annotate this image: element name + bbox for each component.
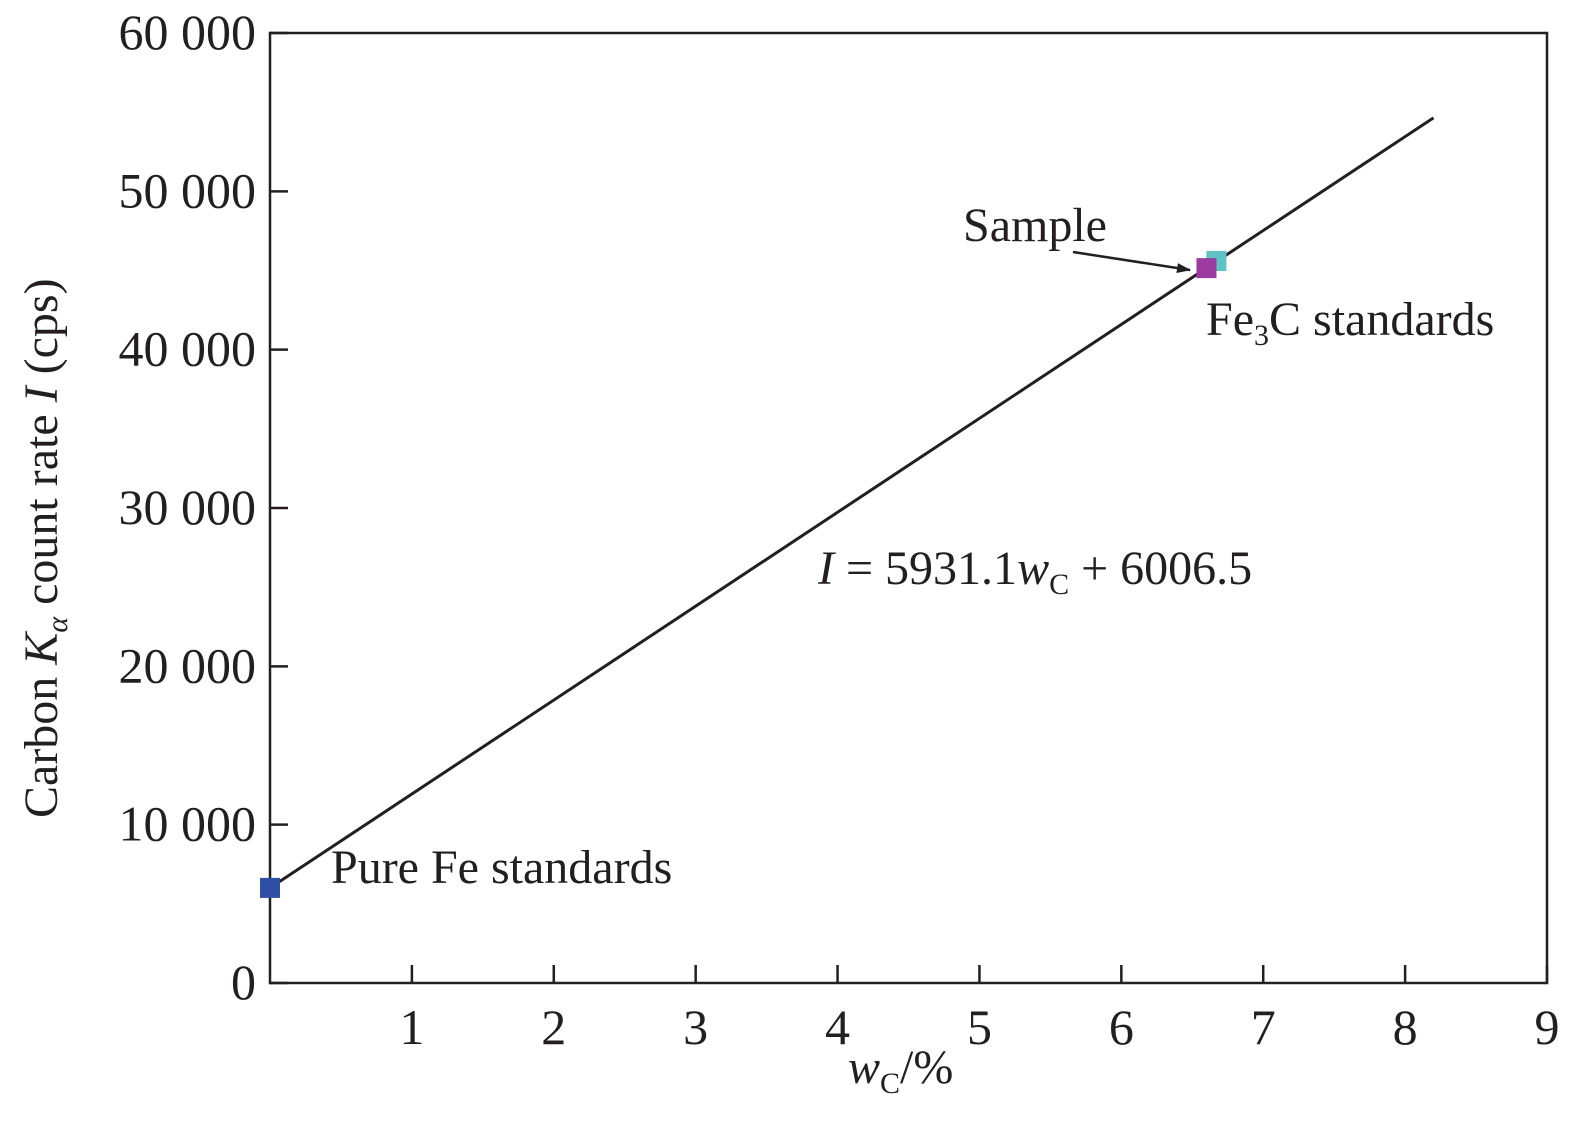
x-tick-label: 6: [1109, 999, 1134, 1055]
data-point: [260, 877, 280, 898]
x-axis-title: wC/%: [848, 1041, 953, 1100]
x-tick-label: 1: [399, 999, 424, 1055]
y-tick-label: 50 000: [119, 162, 257, 218]
y-tick-label: 0: [231, 954, 256, 1010]
y-tick-label: 60 000: [119, 4, 257, 60]
sample-arrow: [1072, 250, 1191, 273]
fe3c-label: Fe3C standards: [1206, 293, 1494, 352]
x-tick-label: 8: [1393, 999, 1418, 1055]
y-axis-title: Carbon Kα count rate I (cps): [15, 278, 74, 818]
data-point: [1196, 258, 1217, 279]
x-tick-label: 7: [1251, 999, 1276, 1055]
y-tick-label: 10 000: [119, 796, 257, 852]
x-tick-label: 3: [683, 999, 708, 1055]
x-tick-label: 9: [1535, 999, 1560, 1055]
y-tick-label: 40 000: [119, 321, 257, 377]
y-tick-label: 20 000: [119, 637, 257, 693]
sample-label: Sample: [963, 199, 1107, 252]
y-axis-ticks: 0 10 000 20 000 30 000 40 000 50 000 60 000: [119, 4, 288, 1010]
x-tick-label: 4: [825, 999, 850, 1055]
x-tick-label: 5: [967, 999, 992, 1055]
pure-fe-label: Pure Fe standards: [331, 841, 672, 894]
fit-line: [269, 116, 1435, 890]
data-points: [260, 251, 1227, 898]
x-axis-ticks: 1 2 3 4 5 6 7 8 9: [399, 965, 1560, 1055]
x-tick-label: 2: [541, 999, 566, 1055]
y-tick-label: 30 000: [119, 479, 257, 535]
equation-label: I = 5931.1wC + 6006.5: [817, 542, 1252, 601]
